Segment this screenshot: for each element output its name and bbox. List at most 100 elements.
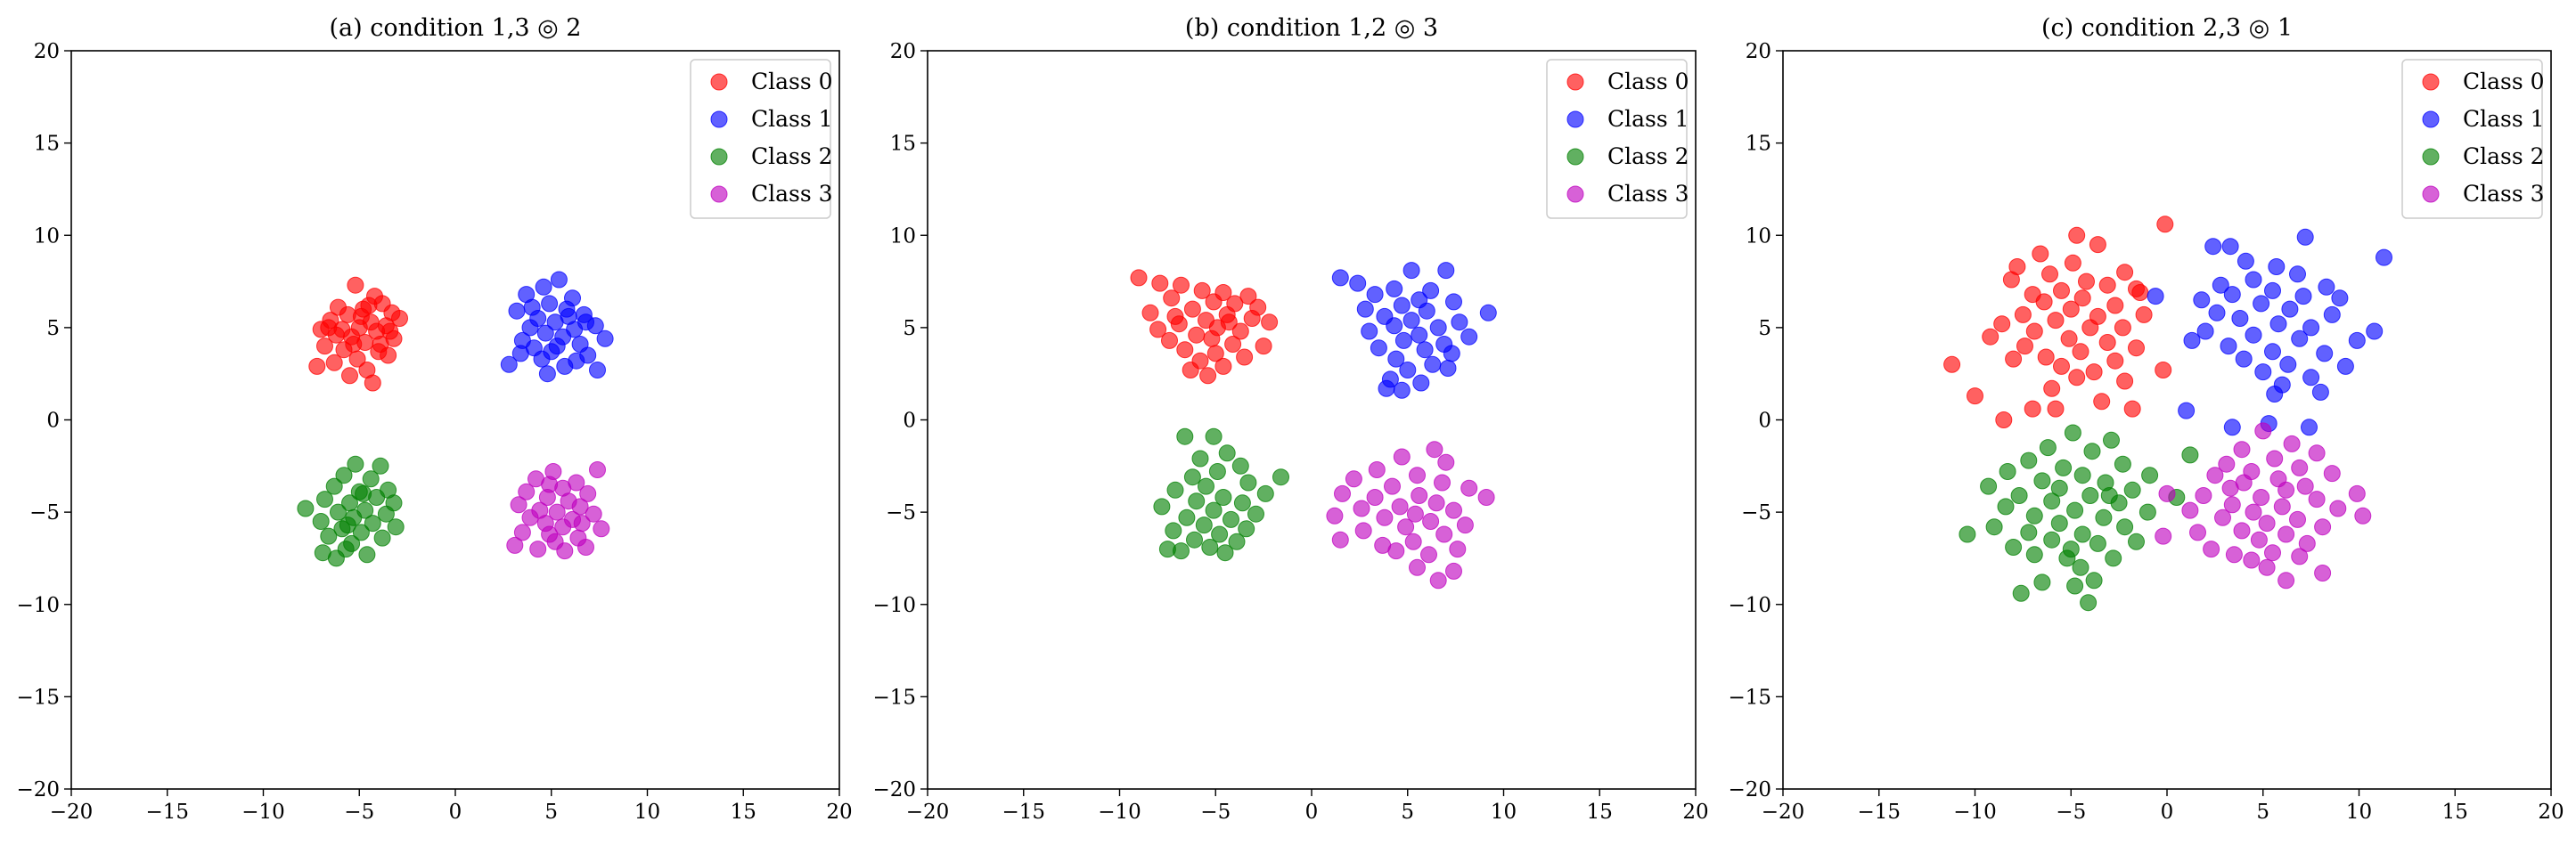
data-point — [1191, 450, 1209, 468]
data-point — [2253, 295, 2270, 313]
data-point — [1166, 481, 1184, 499]
data-point — [589, 461, 606, 478]
data-point — [577, 539, 594, 556]
data-point — [2204, 238, 2222, 256]
data-point — [589, 362, 606, 378]
x-tick-label: −15 — [1857, 801, 1901, 824]
data-point — [2308, 491, 2326, 508]
data-point — [2037, 348, 2055, 366]
legend-label: Class 2 — [1607, 143, 1689, 169]
y-tick-label: 20 — [34, 40, 60, 63]
data-point — [506, 536, 524, 554]
data-point — [2254, 363, 2272, 381]
y-tick-label: 20 — [890, 40, 916, 63]
data-point — [2314, 518, 2332, 536]
data-point — [536, 324, 554, 342]
data-point — [2072, 558, 2089, 576]
data-point — [372, 336, 389, 353]
legend-marker — [2422, 73, 2440, 91]
data-point — [1158, 541, 1176, 558]
y-tick-label: −15 — [872, 686, 916, 709]
data-point — [2131, 284, 2149, 301]
data-point — [533, 350, 551, 368]
data-point — [548, 338, 566, 355]
data-point — [2273, 498, 2291, 516]
series-2 — [297, 455, 405, 567]
legend-label: Class 3 — [751, 181, 833, 207]
data-point — [1141, 304, 1159, 321]
data-point — [1334, 484, 1351, 502]
data-point — [1218, 444, 1236, 462]
data-point — [2323, 465, 2341, 483]
data-point — [1985, 518, 2003, 536]
legend-marker — [1566, 185, 1584, 203]
data-point — [1182, 362, 1199, 378]
data-point — [1224, 336, 1242, 353]
data-point — [316, 491, 333, 508]
data-point — [2266, 386, 2284, 403]
y-tick-label: 20 — [1746, 40, 1771, 63]
legend-marker — [1566, 73, 1584, 91]
data-point — [2196, 322, 2214, 340]
data-point — [2258, 515, 2276, 533]
data-point — [2193, 291, 2211, 309]
data-point — [2039, 439, 2057, 457]
data-point — [2298, 534, 2316, 552]
data-point — [1195, 517, 1213, 534]
data-point — [345, 336, 363, 353]
y-tick-label: 10 — [34, 224, 60, 248]
data-point — [2311, 383, 2329, 401]
data-point — [1449, 541, 1467, 558]
data-point — [2080, 594, 2098, 612]
data-point — [2047, 400, 2065, 418]
data-point — [347, 276, 364, 294]
data-point — [358, 546, 376, 564]
series-1 — [2147, 228, 2392, 436]
data-point — [2105, 549, 2122, 567]
x-tick-label: 15 — [2442, 801, 2468, 824]
y-tick-label: 0 — [903, 410, 916, 433]
data-point — [500, 355, 518, 373]
x-tick-label: −5 — [1200, 801, 1231, 824]
data-point — [1999, 463, 2016, 480]
x-tick-label: −20 — [50, 801, 94, 824]
data-point — [1331, 269, 1349, 287]
data-point — [1176, 427, 1194, 445]
legend-label: Class 2 — [2463, 143, 2545, 169]
data-point — [312, 513, 330, 530]
data-point — [2195, 487, 2212, 504]
data-point — [2010, 487, 2028, 504]
data-point — [2089, 534, 2106, 552]
data-point — [2308, 444, 2326, 462]
legend-label: Class 1 — [1607, 106, 1689, 132]
legend: Class 0 Class 1 Class 2 Class 3 — [1546, 59, 1689, 219]
data-point — [1353, 500, 1370, 517]
data-point — [2093, 393, 2111, 411]
data-point — [1205, 501, 1223, 519]
data-point — [1153, 498, 1171, 516]
series-3 — [2155, 422, 2372, 590]
data-point — [2264, 343, 2281, 361]
legend-marker — [1566, 110, 1584, 128]
data-point — [550, 271, 568, 289]
legend-label: Class 1 — [751, 106, 833, 132]
data-point — [1247, 505, 1264, 523]
data-point — [330, 503, 347, 521]
data-point — [2123, 400, 2141, 418]
legend-label: Class 2 — [751, 143, 833, 169]
x-tick-label: −5 — [2056, 801, 2086, 824]
series-1 — [1331, 262, 1497, 399]
data-point — [2068, 226, 2086, 244]
data-point — [1255, 338, 1272, 355]
data-point — [2055, 459, 2073, 476]
data-point — [2223, 419, 2241, 436]
data-point — [1214, 357, 1232, 375]
data-point — [341, 367, 358, 385]
data-point — [1384, 477, 1401, 495]
data-point — [2218, 455, 2236, 473]
data-point — [2095, 508, 2113, 526]
data-point — [1256, 484, 1274, 502]
data-point — [1366, 286, 1384, 304]
legend-marker — [1566, 148, 1584, 166]
series-3 — [1326, 441, 1495, 590]
